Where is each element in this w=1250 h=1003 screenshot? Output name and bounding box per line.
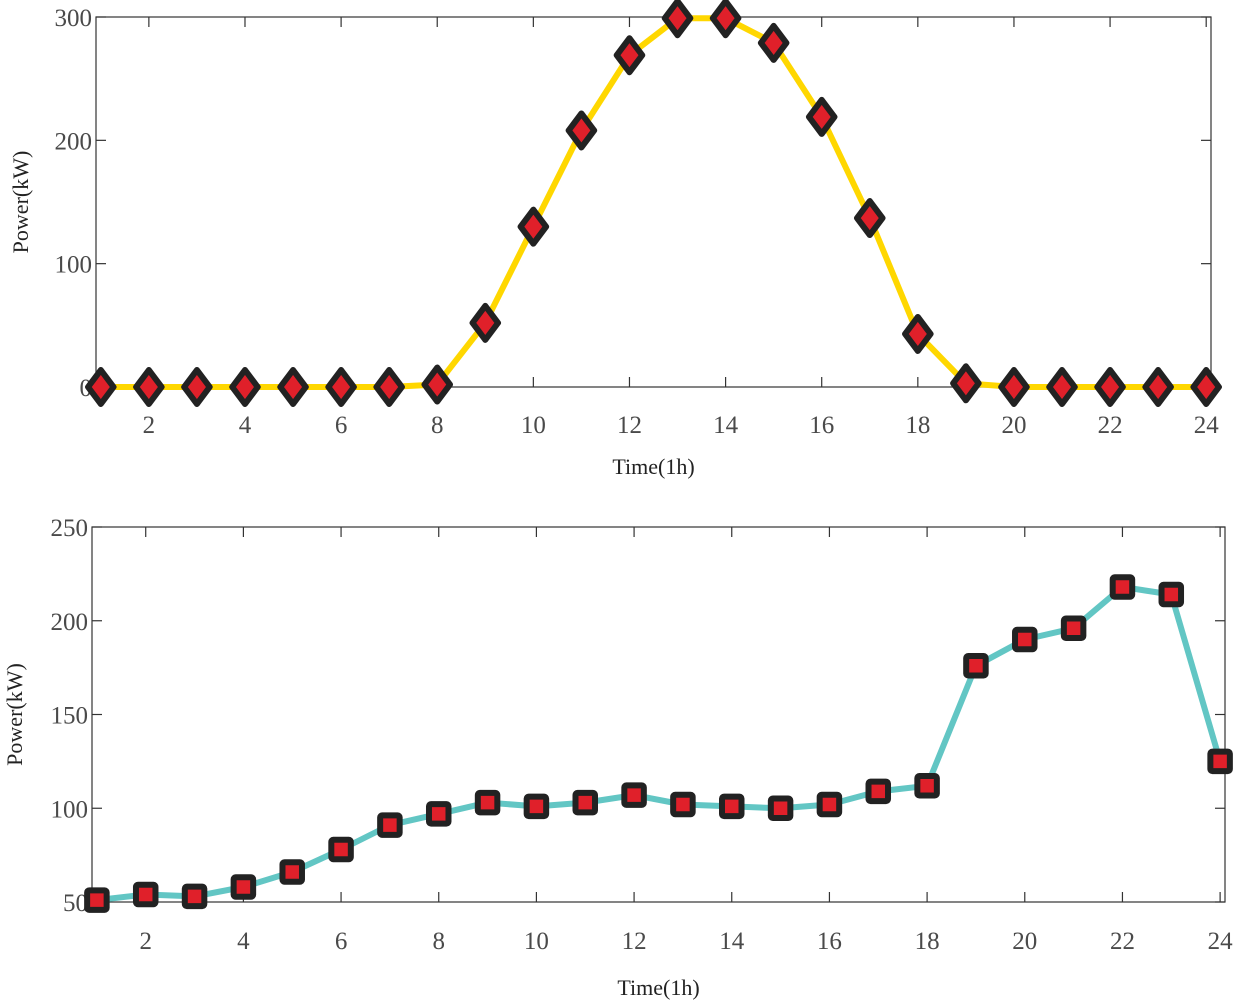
plot-area-frame xyxy=(91,526,1226,903)
data-point-marker xyxy=(133,367,165,407)
data-point-marker xyxy=(865,778,892,805)
data-point-marker xyxy=(767,795,794,821)
data-point-marker xyxy=(469,302,502,343)
x-tick-label: 12 xyxy=(622,928,647,955)
x-tick-label: 24 xyxy=(1194,412,1220,439)
data-point-marker xyxy=(1046,367,1078,407)
data-point-marker xyxy=(373,367,405,407)
data-point-marker xyxy=(85,367,117,407)
data-point-marker xyxy=(816,791,843,818)
data-point-marker xyxy=(421,364,453,405)
data-point-marker xyxy=(279,859,305,885)
x-tick-label: 20 xyxy=(1012,928,1037,955)
y-axis-title: Power(kW) xyxy=(2,663,27,766)
data-point-marker xyxy=(229,367,261,407)
data-point-marker xyxy=(613,35,646,76)
y-tick-label: 300 xyxy=(55,5,93,32)
data-point-marker xyxy=(757,22,790,63)
data-point-marker xyxy=(914,773,940,799)
x-tick-label: 8 xyxy=(432,928,445,955)
data-point-marker xyxy=(950,363,982,404)
x-tick-label: 24 xyxy=(1208,928,1234,955)
data-point-marker xyxy=(425,801,452,827)
x-tick-label: 2 xyxy=(139,928,152,955)
data-point-marker xyxy=(1142,367,1174,407)
y-tick-label: 50 xyxy=(63,890,88,917)
data-point-marker xyxy=(523,793,550,820)
x-tick-label: 4 xyxy=(237,928,250,955)
load-power-chart: 2 4 6 8 10 12 14 16 18 20 22 2450100150200250Time(1… xyxy=(2,515,1233,1000)
x-tick-label: 16 xyxy=(817,928,842,955)
data-point-marker xyxy=(181,883,208,910)
data-point-marker xyxy=(328,836,354,863)
data-point-marker xyxy=(661,0,694,39)
x-tick-label: 14 xyxy=(713,412,739,439)
series-line xyxy=(100,15,1207,390)
data-point-marker xyxy=(854,198,886,239)
x-tick-label: 8 xyxy=(431,412,444,439)
x-axis-title: Time(1h) xyxy=(612,454,694,479)
y-tick-label: 200 xyxy=(51,609,89,636)
data-point-marker xyxy=(902,313,934,354)
data-point-marker xyxy=(277,367,309,407)
y-tick-label: 250 xyxy=(51,515,89,542)
y-tick-label: 100 xyxy=(51,796,89,823)
x-tick-label: 14 xyxy=(719,928,745,955)
data-point-marker xyxy=(517,206,550,247)
data-point-marker xyxy=(1094,367,1126,407)
x-tick-label: 2 xyxy=(143,412,156,439)
data-point-marker xyxy=(1190,367,1222,407)
data-point-marker xyxy=(181,367,213,407)
data-point-marker xyxy=(325,367,357,407)
data-point-marker xyxy=(1012,626,1038,653)
x-tick-label: 10 xyxy=(521,412,546,439)
data-point-marker xyxy=(1109,574,1136,600)
x-tick-label: 22 xyxy=(1098,412,1123,439)
series-line xyxy=(96,584,1223,904)
data-point-marker xyxy=(132,881,159,908)
pv-power-chart: 246810121416182022240100200300Time(1h)Po… xyxy=(8,0,1222,479)
data-point-marker xyxy=(230,874,257,900)
x-tick-label: 18 xyxy=(915,928,940,955)
data-point-marker xyxy=(572,789,598,816)
data-point-marker xyxy=(709,0,742,39)
y-tick-label: 100 xyxy=(55,252,93,279)
data-point-marker xyxy=(84,887,110,913)
y-tick-label: 150 xyxy=(51,703,89,730)
x-tick-label: 10 xyxy=(524,928,549,955)
data-point-marker xyxy=(621,782,647,808)
plot-area-frame xyxy=(95,16,1212,388)
x-tick-label: 6 xyxy=(335,928,348,955)
data-point-marker xyxy=(474,789,501,816)
x-tick-label: 12 xyxy=(617,412,642,439)
y-tick-label: 200 xyxy=(55,128,93,155)
x-tick-label: 22 xyxy=(1110,928,1135,955)
y-axis-title: Power(kW) xyxy=(8,151,33,254)
data-point-marker xyxy=(1060,615,1087,641)
x-tick-label: 20 xyxy=(1001,412,1026,439)
x-tick-label: 4 xyxy=(239,412,252,439)
data-point-marker xyxy=(805,96,838,137)
x-tick-label: 6 xyxy=(335,412,348,439)
data-point-marker xyxy=(1207,748,1233,775)
data-point-marker xyxy=(377,812,403,838)
x-tick-label: 16 xyxy=(809,412,834,439)
x-tick-label: 18 xyxy=(905,412,930,439)
x-axis-title: Time(1h) xyxy=(617,975,699,1000)
data-point-marker xyxy=(670,791,696,818)
data-point-marker xyxy=(998,367,1030,407)
data-point-marker xyxy=(719,793,745,820)
data-point-marker xyxy=(1158,581,1185,608)
data-point-marker xyxy=(565,110,598,151)
data-point-marker xyxy=(963,653,989,679)
